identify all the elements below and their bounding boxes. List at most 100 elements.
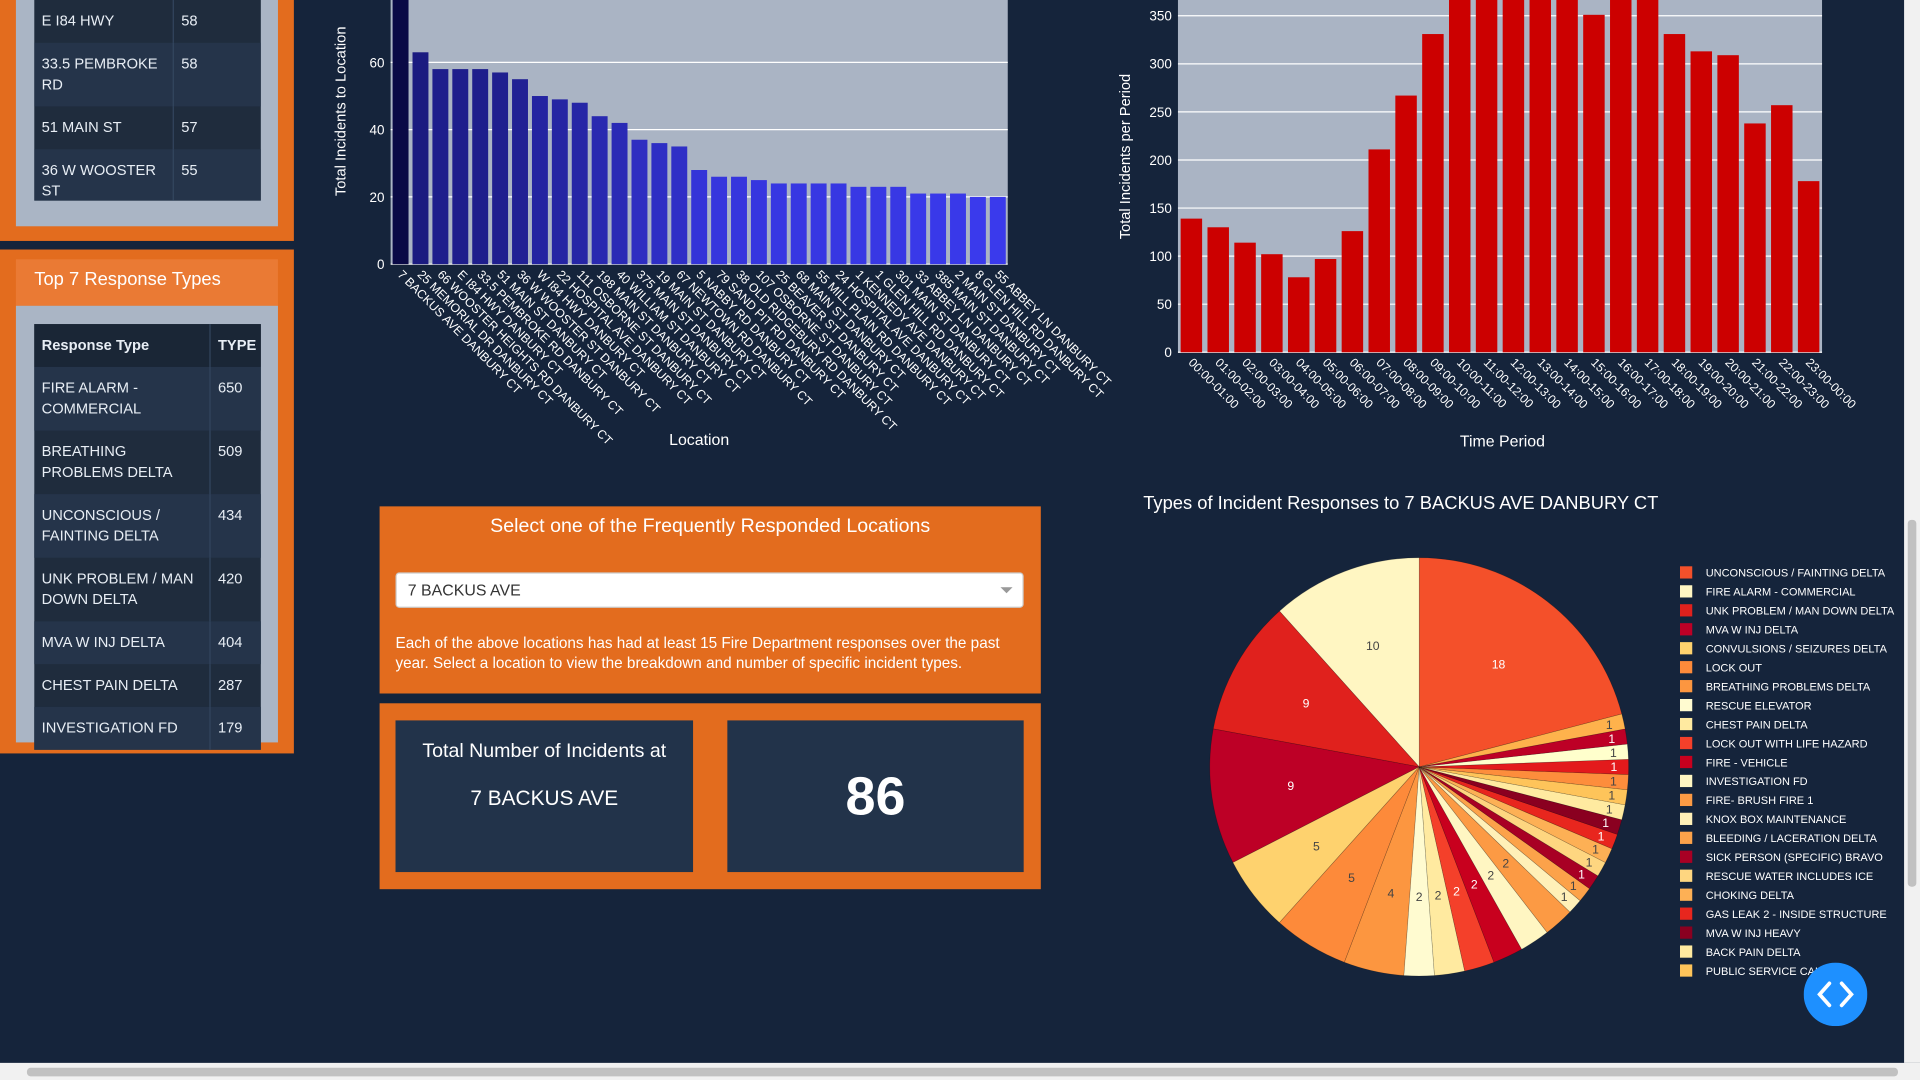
horizontal-scrollbar[interactable] [0, 1062, 1920, 1080]
y-tick-label: 60 [370, 55, 385, 70]
table-row: INVESTIGATION FD 179 [34, 706, 261, 750]
pie-slice [1279, 766, 1420, 963]
table-cell: CHEST PAIN DELTA [41, 676, 178, 694]
bar [989, 196, 1006, 265]
bar [1610, 0, 1632, 353]
bar [492, 72, 509, 265]
legend-item[interactable]: FIRE- BRUSH FIRE 1 [1680, 793, 1814, 807]
legend-swatch [1680, 642, 1693, 655]
location-dropdown[interactable]: 7 BACKUS AVE [395, 572, 1024, 608]
bar [671, 146, 688, 265]
table-row: UNCONSCIOUS / FAINTING DELTA 434 [34, 494, 261, 558]
code-toggle-button[interactable] [1803, 962, 1868, 1027]
legend-item[interactable]: LOCK OUT [1680, 661, 1762, 674]
bar [1690, 51, 1713, 353]
legend-item[interactable]: KNOX BOX MAINTENANCE [1680, 812, 1847, 826]
legend-item[interactable]: SICK PERSON (SPECIFIC) BRAVO [1680, 850, 1883, 864]
bar [910, 193, 927, 265]
legend-item[interactable]: FIRE ALARM - COMMERCIAL [1680, 585, 1856, 599]
pie-slice [1419, 713, 1626, 768]
table-cell: FIRE ALARM - COMMERCIAL [41, 379, 142, 418]
legend-label: FIRE- BRUSH FIRE 1 [1706, 795, 1814, 807]
select-title: Select one of the Frequently Responded L… [490, 516, 931, 537]
legend-swatch [1680, 717, 1693, 731]
slice-label: 1 [1608, 788, 1615, 802]
slice-label: 1 [1598, 830, 1605, 844]
bar [452, 69, 469, 265]
bar [890, 186, 907, 265]
pie-slice [1419, 766, 1629, 791]
table-cell: BREATHING PROBLEMS DELTA [41, 442, 173, 481]
bar [512, 79, 528, 265]
slice-label: 2 [1416, 890, 1423, 904]
legend-item[interactable]: FIRE - VEHICLE [1680, 755, 1788, 769]
legend-item[interactable]: GAS LEAK 2 - INSIDE STRUCTURE [1680, 907, 1887, 921]
bar [611, 122, 628, 265]
slice-label: 1 [1592, 843, 1599, 857]
legend-item[interactable]: CONVULSIONS / SEIZURES DELTA [1680, 642, 1888, 656]
legend-label: LOCK OUT [1706, 662, 1763, 674]
legend-item[interactable]: BREATHING PROBLEMS DELTA [1680, 680, 1871, 693]
pie-slice [1418, 766, 1548, 950]
y-tick-label: 20 [370, 190, 385, 205]
slice-label: 2 [1487, 868, 1494, 882]
legend-item[interactable]: INVESTIGATION FD [1680, 774, 1808, 788]
pie-slice [1343, 766, 1420, 976]
legend-item[interactable]: MVA W INJ DELTA [1680, 623, 1799, 637]
legend-item[interactable]: BACK PAIN DELTA [1680, 945, 1801, 959]
bar [770, 183, 787, 265]
table-cell: 33.5 PEMBROKE RD [41, 55, 158, 93]
bar [1449, 0, 1471, 353]
slice-label: 5 [1348, 871, 1355, 885]
pie-slice [1212, 610, 1421, 768]
legend-label: GAS LEAK 2 - INSIDE STRUCTURE [1706, 909, 1887, 921]
legend-item[interactable]: CHOKING DELTA [1680, 888, 1795, 902]
bar [1475, 0, 1498, 353]
legend-item[interactable]: PUBLIC SERVICE CALL [1680, 964, 1827, 978]
bar [1583, 14, 1605, 353]
bar [1395, 95, 1417, 353]
legend-item[interactable]: LOCK OUT WITH LIFE HAZARD [1680, 736, 1868, 750]
bar [651, 143, 668, 265]
table-row: UNK PROBLEM / MAN DOWN DELTA 420 [34, 557, 261, 622]
legend-label: KNOX BOX MAINTENANCE [1706, 814, 1847, 826]
bar [1314, 259, 1337, 353]
table-cell: UNCONSCIOUS / FAINTING DELTA [41, 506, 161, 545]
bar [432, 69, 449, 265]
legend-item[interactable]: CHEST PAIN DELTA [1680, 717, 1808, 731]
legend-label: MVA W INJ DELTA [1706, 625, 1799, 637]
y-axis-title: Total Incidents to Location [333, 27, 349, 197]
legend-item[interactable]: UNCONSCIOUS / FAINTING DELTA [1680, 566, 1886, 580]
legend-item[interactable]: BLEEDING / LACERATION DELTA [1680, 831, 1878, 845]
legend-item[interactable]: MVA W INJ HEAVY [1680, 926, 1801, 940]
dropdown-value: 7 BACKUS AVE [407, 580, 521, 600]
pie-slice [1419, 743, 1629, 768]
legend-swatch [1680, 774, 1693, 788]
scroll-thumb[interactable] [26, 1067, 1898, 1077]
scroll-thumb[interactable] [1907, 519, 1917, 887]
legend-swatch [1680, 755, 1693, 769]
bar [790, 183, 807, 265]
y-tick-label: 150 [1149, 201, 1171, 216]
bar [1207, 227, 1229, 353]
y-tick-label: 250 [1149, 105, 1171, 120]
bar [571, 102, 588, 265]
pie-slice [1232, 766, 1420, 924]
location-table: E I84 HWY 58 33.5 PEMBROKE RD 58 51 MAIN ST 5… [34, 0, 261, 201]
bar [1797, 181, 1820, 353]
legend-item[interactable]: UNK PROBLEM / MAN DOWN DELTA [1680, 604, 1895, 618]
table-row: BREATHING PROBLEMS DELTA 509 [34, 430, 261, 495]
legend-item[interactable]: RESCUE ELEVATOR [1680, 699, 1812, 712]
slice-label: 1 [1611, 760, 1618, 774]
vertical-scrollbar[interactable] [1904, 0, 1920, 1063]
slice-label: 10 [1366, 639, 1380, 653]
table-cell: 420 [209, 557, 260, 622]
total-label: Total Number of Incidents at [422, 741, 667, 762]
legend-item[interactable]: RESCUE WATER INCLUDES ICE [1680, 869, 1873, 883]
table-row: 36 W WOOSTER ST 55 [34, 149, 261, 201]
pie-slice [1419, 766, 1606, 877]
legend-swatch [1680, 585, 1693, 598]
table-cell: E I84 HWY [41, 12, 115, 30]
table-cell: MVA W INJ DELTA [41, 633, 165, 651]
select-description: Each of the above locations has had at l… [395, 634, 1000, 672]
